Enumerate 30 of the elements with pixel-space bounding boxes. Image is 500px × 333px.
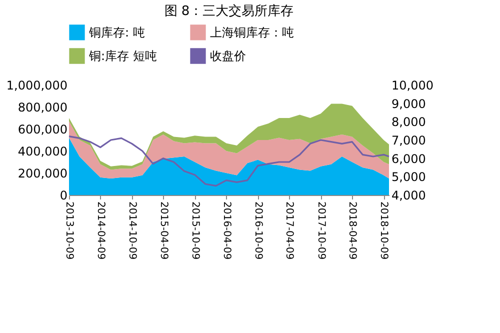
x-tick-label: 2018-10-09 xyxy=(378,202,390,260)
y-tick-label: 200,000 xyxy=(18,166,68,180)
x-tick-label: 2016-04-09 xyxy=(220,202,232,260)
y2-tick-label: 9,000 xyxy=(392,96,426,111)
x-tick-label: 2015-04-09 xyxy=(158,202,169,260)
chart-title: 图 8：三大交易所库存 xyxy=(164,3,294,19)
legend-label: 铜:库存 短吨 xyxy=(88,49,157,63)
x-tick-label: 2014-04-09 xyxy=(94,202,106,260)
legend-label: 上海铜库存：吨 xyxy=(210,25,294,40)
y2-tick-label: 7,000 xyxy=(392,134,426,148)
y-tick-label: 400,000 xyxy=(18,144,68,158)
x-tick-label: 2018-04-09 xyxy=(346,202,358,260)
y2-tick-label: 4,000 xyxy=(392,188,426,202)
y-tick-label: 800,000 xyxy=(18,100,68,114)
x-tick-label: 2017-04-09 xyxy=(284,202,295,260)
y-tick-label: 0 xyxy=(60,188,68,202)
x-tick-label: 2016-10-09 xyxy=(252,202,264,260)
line-series xyxy=(68,136,390,187)
y2-tick-label: 10,000 xyxy=(392,78,434,92)
legend-label: 收盘价 xyxy=(210,49,246,63)
y2-tick-label: 5,000 xyxy=(392,170,426,184)
x-tick-label: 2013-10-09 xyxy=(64,202,74,260)
legend-label: 铜库存: 吨 xyxy=(88,25,145,40)
y-tick-label: 1,000,000 xyxy=(6,78,68,92)
y2-tick-label: 6,000 xyxy=(392,152,426,166)
x-tick-label: 2015-10-09 xyxy=(189,202,200,260)
y-tick-label: 600,000 xyxy=(18,122,68,136)
y2-tick-label: 8,000 xyxy=(392,115,426,130)
x-tick-label: 2017-10-09 xyxy=(315,202,326,260)
x-tick-label: 2014-10-09 xyxy=(126,202,138,260)
